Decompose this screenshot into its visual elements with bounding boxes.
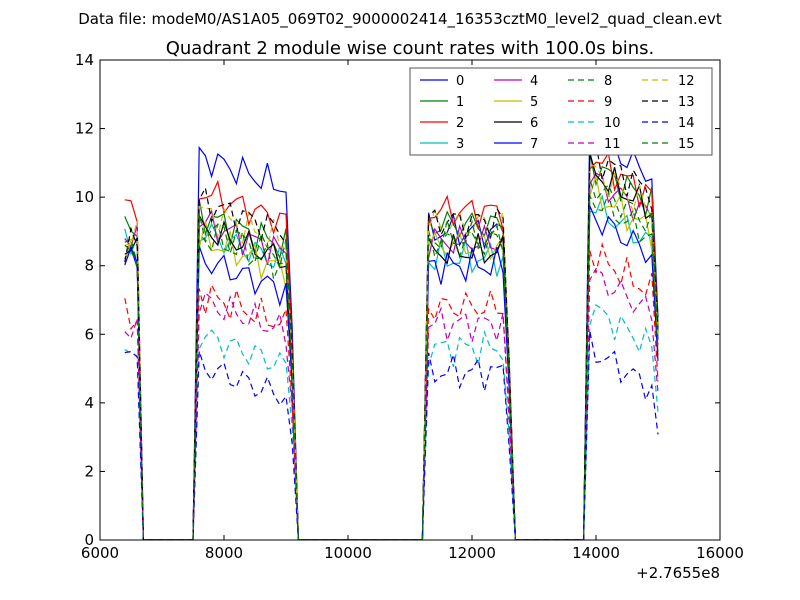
legend-label-9: 9 [604,95,612,110]
x-offset-label: +2.7655e8 [636,564,720,582]
legend-label-4: 4 [530,74,538,89]
legend-label-13: 13 [678,95,695,110]
plot-area [124,123,659,540]
x-tick-label: 10000 [324,544,372,562]
legend-label-6: 6 [530,116,538,131]
y-tick-label: 0 [84,531,94,549]
series-line-8 [124,191,659,540]
legend-label-11: 11 [604,137,621,152]
series-line-6 [124,152,659,540]
series-line-5 [124,175,659,540]
series-line-12 [124,163,659,540]
series-line-2 [124,151,659,540]
series-line-4 [124,172,659,540]
legend-label-14: 14 [678,116,695,131]
x-tick-label: 14000 [572,544,620,562]
y-tick-label: 10 [75,188,94,206]
legend-label-10: 10 [604,116,621,131]
legend-label-15: 15 [678,137,695,152]
y-tick-label: 14 [75,51,94,69]
x-tick-label: 12000 [448,544,496,562]
legend-label-5: 5 [530,95,538,110]
suptitle: Data file: modeM0/AS1A05_069T02_90000024… [78,10,722,29]
series-line-9 [124,242,659,540]
x-tick-label: 16000 [696,544,744,562]
series-line-0 [124,123,659,540]
series-line-15 [124,178,659,540]
legend-label-0: 0 [456,74,464,89]
legend-label-1: 1 [456,95,464,110]
legend-label-3: 3 [456,137,464,152]
axes-frame [99,59,721,541]
legend-label-7: 7 [530,137,538,152]
legend-label-8: 8 [604,74,612,89]
x-tick-label: 8000 [205,544,243,562]
y-tick-label: 6 [84,325,94,343]
chart-title: Quadrant 2 module wise count rates with … [166,38,655,59]
series-line-10 [124,304,659,540]
y-tick-label: 8 [84,257,94,275]
series-line-7 [124,205,659,540]
legend-box [409,67,713,156]
series-line-11 [124,267,659,540]
y-tick-label: 2 [84,462,94,480]
y-tick-label: 4 [84,394,94,412]
series-line-14 [124,330,659,540]
legend-label-12: 12 [678,74,695,89]
x-tick-label: 6000 [81,544,119,562]
y-tick-label: 12 [75,120,94,138]
legend-label-2: 2 [456,116,464,131]
